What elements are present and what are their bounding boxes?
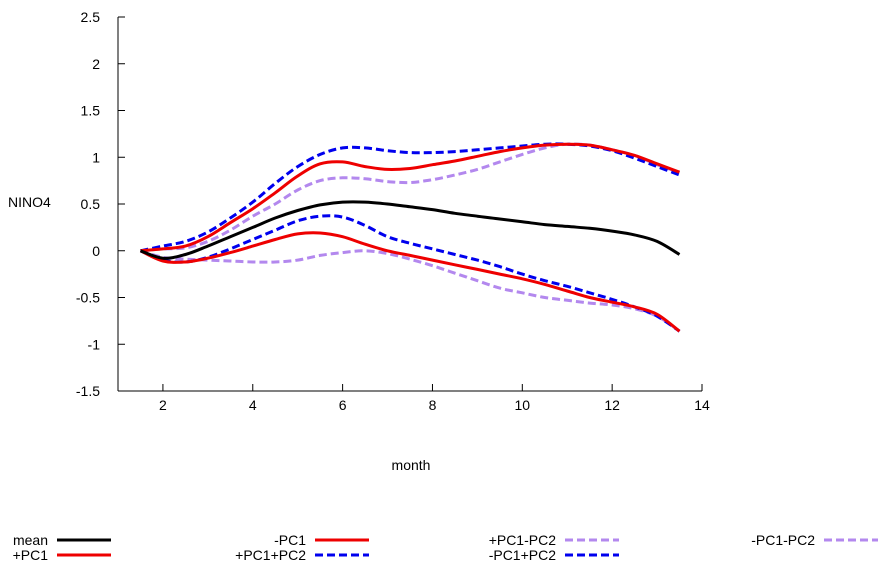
y-tick-label: -1	[88, 336, 101, 352]
y-tick-label: 2	[92, 56, 100, 72]
legend: mean -PC1 +PC1-PC2 -PC1-PC2 +PC1 +PC1+PC2 -PC1…	[13, 532, 878, 563]
legend-label: +PC1+PC2	[235, 547, 306, 563]
x-tick-label: 10	[515, 397, 531, 413]
x-axis-title: month	[392, 457, 431, 473]
y-tick-label: -0.5	[76, 290, 100, 306]
y-tick-label: 2.5	[81, 9, 101, 25]
x-tick-label: 2	[159, 397, 167, 413]
series-line-pluspc1	[140, 142, 681, 253]
series-line-minuspc1	[139, 231, 681, 333]
axes: 2 4 6 8 10 12 14 -1.5 -1 -0.5 0 0.5 1 1.5 2 2.5	[76, 9, 710, 413]
y-tick-label: 0	[92, 243, 100, 259]
legend-label: -PC1+PC2	[489, 547, 557, 563]
y-axis-title: NINO4	[8, 194, 51, 210]
series-line-pluspc1minuspc2	[140, 142, 680, 253]
legend-label: -PC1	[274, 532, 306, 548]
y-ticks: -1.5 -1 -0.5 0 0.5 1 1.5 2 2.5	[76, 9, 125, 399]
x-tick-label: 6	[339, 397, 347, 413]
series-line-minuspc1pluspc2	[139, 214, 681, 333]
series-line-minuspc1minuspc2	[140, 249, 681, 333]
series-layer	[139, 142, 681, 333]
x-tick-label: 8	[429, 397, 437, 413]
y-tick-label: 1	[92, 149, 100, 165]
series-line-pluspc1pluspc2	[140, 142, 681, 253]
legend-label: -PC1-PC2	[751, 532, 815, 548]
y-tick-label: 1.5	[81, 103, 101, 119]
series-line-mean	[139, 200, 681, 260]
x-tick-label: 12	[604, 397, 620, 413]
x-ticks: 2 4 6 8 10 12 14	[159, 384, 710, 413]
legend-label: +PC1-PC2	[489, 532, 557, 548]
x-tick-label: 14	[694, 397, 710, 413]
y-tick-label: -1.5	[76, 383, 100, 399]
legend-label: mean	[13, 532, 48, 548]
legend-label: +PC1	[13, 547, 49, 563]
y-tick-label: 0.5	[81, 196, 101, 212]
x-tick-label: 4	[249, 397, 257, 413]
